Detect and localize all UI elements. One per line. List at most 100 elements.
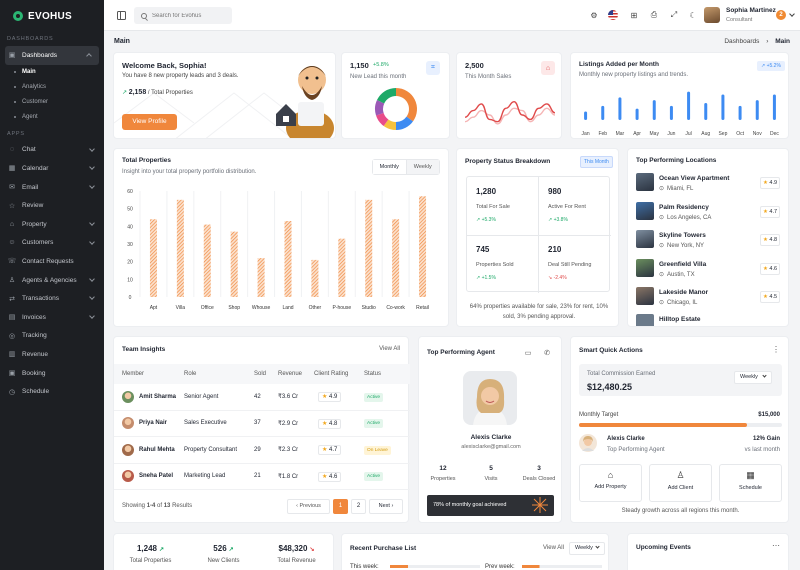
- location-item[interactable]: Skyline Towers ⊙ New York, NY ★ 4.8: [636, 230, 780, 252]
- avatar: [122, 443, 134, 456]
- location-item[interactable]: Lakeside Manor ⊙ Chicago, IL ★ 4.5: [636, 287, 780, 309]
- location-thumbnail: [636, 258, 654, 277]
- period-select[interactable]: Weekly: [734, 371, 772, 384]
- col-role[interactable]: Role: [184, 371, 197, 377]
- col-revenue[interactable]: Revenue: [278, 371, 303, 377]
- message-icon[interactable]: ▭: [524, 350, 532, 357]
- breadcrumb-parent[interactable]: Dashboards: [724, 38, 760, 45]
- sidebar-item-transactions[interactable]: ⇄ Transactions: [0, 289, 104, 308]
- agent-avatar: [579, 434, 597, 452]
- smart-agent-name: Alexis Clarke: [607, 436, 645, 442]
- total-properties-bar-chart: 0 10 20 30 40 50 60 Apt Villa Office Shop Whouse Lan…: [127, 189, 429, 311]
- sidebar-item-chat[interactable]: ◌ Chat: [0, 141, 104, 160]
- location-item-cut[interactable]: Hilltop Estate: [636, 314, 780, 326]
- sidebar-subitem-main[interactable]: Main: [0, 65, 104, 80]
- sidebar-item-invoices[interactable]: ▤ Invoices: [0, 308, 104, 327]
- location-city: ⊙ Chicago, IL: [659, 300, 698, 306]
- col-status[interactable]: Status: [364, 371, 382, 377]
- col-rating[interactable]: Client Rating: [314, 371, 349, 377]
- top-agent-title: Top Performing Agent: [427, 349, 495, 356]
- sales-card: 2,500 This Month Sales ⌂: [456, 52, 562, 139]
- fullscreen-icon[interactable]: ⤢: [670, 10, 678, 19]
- more-options-icon[interactable]: ⋯: [772, 541, 780, 550]
- upcoming-events-title: Upcoming Events: [636, 544, 691, 551]
- user-name[interactable]: Sophia Martinez: [726, 7, 776, 14]
- tab-monthly[interactable]: Monthly: [373, 160, 407, 174]
- location-pin-icon: ⊙: [659, 186, 665, 192]
- table-row[interactable]: Sneha Patel Marketing Lead 21 ₹1.8 Cr ★ 4.6 A…: [114, 464, 410, 490]
- sidebar-item-contact-requests[interactable]: ☏ Contact Requests: [0, 252, 104, 271]
- total-properties-title: Total Properties: [122, 157, 172, 164]
- page-1-button[interactable]: 1: [333, 499, 348, 514]
- listing-bar: [652, 100, 656, 120]
- location-item[interactable]: Palm Residency ⊙ Los Angeles, CA ★ 4.7: [636, 201, 780, 224]
- sidebar-toggle-icon[interactable]: [117, 11, 126, 20]
- col-member[interactable]: Member: [122, 371, 145, 377]
- phone-icon[interactable]: ✆: [544, 350, 550, 357]
- pagination-summary: Showing 1-4 of 13 Results: [122, 503, 193, 509]
- sidebar-item-review[interactable]: ☆ Review: [0, 196, 104, 215]
- agent-email[interactable]: alexisclarke@gmail.com: [461, 444, 521, 450]
- chart-line-icon[interactable]: ⌗: [426, 61, 440, 75]
- chevron-down-icon: [89, 145, 95, 152]
- quick-action-add-property[interactable]: ⌂ Add Property: [579, 464, 642, 502]
- sidebar-item-schedule[interactable]: ◷ Schedule: [0, 382, 104, 401]
- brand-logo[interactable]: EVOHUS: [0, 0, 104, 32]
- dark-mode-icon[interactable]: ☾: [689, 10, 697, 20]
- cart-icon[interactable]: ⎙: [650, 10, 658, 19]
- sidebar-item-tracking[interactable]: ◎ Tracking: [0, 327, 104, 346]
- table-row[interactable]: Amit Sharma Senior Agent 42 ₹3.6 Cr ★ 4.9 Act…: [114, 384, 410, 411]
- apps-grid-icon[interactable]: ⊞: [630, 10, 638, 20]
- language-flag-icon[interactable]: [608, 10, 618, 20]
- sales-series-line: [464, 107, 556, 125]
- new-lead-donut-chart: [375, 88, 417, 130]
- purchase-period-select[interactable]: Weekly: [569, 542, 605, 555]
- table-row[interactable]: Priya Nair Sales Executive 37 ₹2.9 Cr ★ 4.8 A…: [114, 411, 410, 437]
- search-box[interactable]: [134, 7, 232, 24]
- user-avatar[interactable]: [704, 7, 720, 23]
- trend-down-icon: ↘: [309, 547, 315, 553]
- view-profile-button[interactable]: View Profile: [122, 114, 177, 130]
- status-breakdown-badge: This Month: [580, 156, 613, 168]
- sidebar-subitem-agent[interactable]: Agent: [0, 110, 104, 125]
- sidebar-item-email[interactable]: ✉ Email: [0, 178, 104, 197]
- sidebar-item-calendar[interactable]: ▦ Calendar: [0, 159, 104, 178]
- quick-action-add-client[interactable]: ♙ Add Client: [649, 464, 712, 502]
- location-item[interactable]: Greenfield Villa ⊙ Austin, TX ★ 4.6: [636, 258, 780, 281]
- sidebar-item-customers[interactable]: ☺ Customers: [0, 234, 104, 253]
- purchase-view-all-link[interactable]: View All: [543, 545, 564, 551]
- add-property-icon: ⌂: [607, 470, 614, 480]
- rating-badge: ★ 4.9: [318, 392, 342, 403]
- sidebar-item-property[interactable]: ⌂ Property: [0, 215, 104, 234]
- next-page-button[interactable]: Next ›: [369, 499, 403, 514]
- status-stat: 210 Deal Still Pending ↘ -2.4%: [548, 245, 608, 281]
- settings-icon[interactable]: ⚙: [590, 10, 598, 20]
- sidebar-subitem-customer[interactable]: Customer: [0, 95, 104, 110]
- chevron-down-icon[interactable]: [789, 11, 795, 17]
- status-cell: Active: [364, 419, 404, 429]
- member-cell: Sneha Patel: [114, 470, 184, 483]
- sidebar-subitem-analytics[interactable]: Analytics: [0, 80, 104, 95]
- sidebar-item-revenue[interactable]: ▥ Revenue: [0, 345, 104, 364]
- avatar: [122, 470, 134, 483]
- quick-action-schedule[interactable]: ▦ Schedule: [719, 464, 782, 502]
- tab-weekly[interactable]: Weekly: [406, 160, 439, 174]
- chevron-down-icon: [89, 220, 95, 226]
- notification-badge[interactable]: 2: [776, 10, 786, 20]
- table-row[interactable]: Rahul Mehta Property Consultant 29 ₹2.3 Cr ★…: [114, 437, 410, 464]
- sidebar-item-booking[interactable]: ▣ Booking: [0, 364, 104, 383]
- add-client-icon: ♙: [676, 470, 685, 480]
- location-item[interactable]: Ocean View Apartment ⊙ Miami, FL ★ 4.9: [636, 173, 780, 195]
- previous-page-button[interactable]: ‹ Previous: [287, 499, 330, 514]
- page-2-button[interactable]: 2: [351, 499, 366, 514]
- home-icon[interactable]: ⌂: [541, 61, 555, 75]
- more-options-icon[interactable]: ⋮: [772, 345, 780, 354]
- agents-icon: ♙: [8, 277, 16, 285]
- col-sold[interactable]: Sold: [254, 371, 267, 377]
- team-view-all-link[interactable]: View All: [379, 346, 400, 352]
- listings-bar-chart: Jan Feb Mar Apr May Jun Jul Aug Sep Oct Nov Dec: [582, 91, 779, 137]
- trend-up-icon: ↗: [761, 63, 766, 69]
- sidebar-item-agents-agencies[interactable]: ♙ Agents & Agencies: [0, 271, 104, 290]
- sidebar-item-dashboards[interactable]: ▣ Dashboards: [5, 46, 99, 65]
- search-input[interactable]: [152, 12, 232, 19]
